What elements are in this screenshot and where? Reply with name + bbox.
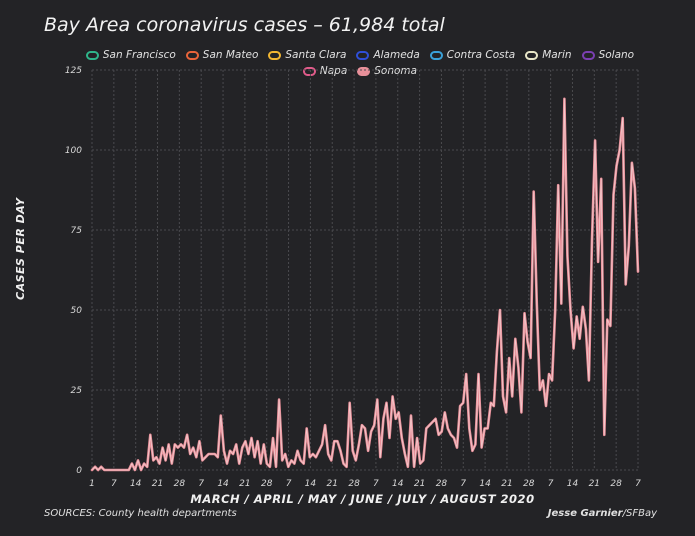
legend-swatch bbox=[357, 66, 371, 76]
legend-item-alameda[interactable]: Alameda bbox=[356, 48, 420, 62]
legend-item-solano[interactable]: Solano bbox=[581, 48, 635, 62]
chart-series bbox=[90, 97, 640, 472]
x-tick-label: 1 bbox=[89, 479, 95, 489]
legend-label: Alameda bbox=[373, 49, 420, 61]
legend-label: Sonoma bbox=[374, 65, 418, 77]
x-tick-label: 14 bbox=[567, 479, 579, 489]
y-tick-label: 125 bbox=[65, 66, 82, 76]
x-tick-label: 14 bbox=[392, 479, 404, 489]
chart-grid bbox=[91, 69, 639, 471]
x-tick-label: 28 bbox=[610, 479, 622, 489]
x-tick-label: 7 bbox=[373, 479, 379, 489]
legend-label: Marin bbox=[542, 49, 572, 61]
legend-swatch bbox=[429, 50, 443, 60]
y-axis-ticks: 0 25 50 75 100 125 bbox=[65, 66, 82, 476]
x-tick-label: 21 bbox=[152, 479, 163, 489]
x-tick-label: 14 bbox=[130, 479, 142, 489]
chart-legend: San Francisco San Mateo Santa Clara Alameda… bbox=[60, 48, 660, 78]
x-tick-label: 21 bbox=[414, 479, 425, 489]
legend-item-san-mateo[interactable]: San Mateo bbox=[185, 48, 259, 62]
legend-label: San Mateo bbox=[202, 49, 259, 61]
y-tick-label: 75 bbox=[71, 226, 83, 236]
credit-author: Jesse Garnier bbox=[547, 508, 623, 519]
y-tick-label: 25 bbox=[71, 386, 83, 396]
x-tick-label: 7 bbox=[286, 479, 292, 489]
source-note: SOURCES: County health departments bbox=[44, 508, 237, 519]
legend-item-marin[interactable]: Marin bbox=[525, 48, 572, 62]
legend-swatch bbox=[85, 50, 99, 60]
legend-label: Solano bbox=[598, 49, 635, 61]
y-tick-label: 50 bbox=[71, 306, 83, 316]
legend-swatch bbox=[356, 50, 370, 60]
legend-label: Contra Costa bbox=[446, 49, 516, 61]
legend-item-san-francisco[interactable]: San Francisco bbox=[85, 48, 176, 62]
series-line-highlight bbox=[91, 98, 639, 471]
x-tick-label: 21 bbox=[589, 479, 600, 489]
x-tick-label: 21 bbox=[239, 479, 250, 489]
legend-swatch bbox=[525, 50, 539, 60]
x-tick-label: 14 bbox=[305, 479, 317, 489]
legend-label: Napa bbox=[319, 65, 348, 77]
x-tick-label: 14 bbox=[479, 479, 491, 489]
legend-label: San Francisco bbox=[102, 49, 176, 61]
x-tick-label: 28 bbox=[523, 479, 535, 489]
credit-note: Jesse Garnier/SFBay bbox=[548, 508, 657, 519]
legend-swatch bbox=[581, 50, 595, 60]
x-tick-label: 21 bbox=[327, 479, 338, 489]
x-tick-label: 7 bbox=[111, 479, 117, 489]
chart-title: Bay Area coronavirus cases – 61,984 tota… bbox=[44, 14, 445, 36]
x-tick-label: 28 bbox=[348, 479, 360, 489]
x-tick-label: 7 bbox=[635, 479, 641, 489]
x-tick-label: 7 bbox=[460, 479, 466, 489]
x-tick-label: 28 bbox=[174, 479, 186, 489]
y-tick-label: 0 bbox=[76, 466, 82, 476]
x-axis-label: MARCH / APRIL / MAY / JUNE / JULY / AUGU… bbox=[190, 492, 535, 506]
x-tick-label: 21 bbox=[501, 479, 512, 489]
legend-swatch bbox=[302, 66, 316, 76]
credit-outlet: /SFBay bbox=[622, 508, 657, 519]
x-axis-ticks: 1 7 14 21 28 7 14 21 28 7 14 21 28 7 14 21 28 7 14 21 28 7 14 2… bbox=[89, 479, 641, 489]
y-tick-label: 100 bbox=[65, 146, 82, 156]
x-tick-label: 28 bbox=[436, 479, 448, 489]
legend-item-napa[interactable]: Napa bbox=[302, 64, 348, 78]
legend-item-sonoma[interactable]: Sonoma bbox=[357, 64, 417, 78]
legend-label: Santa Clara bbox=[285, 49, 347, 61]
legend-item-santa-clara[interactable]: Santa Clara bbox=[268, 48, 346, 62]
legend-swatch bbox=[185, 50, 199, 60]
x-tick-label: 14 bbox=[217, 479, 229, 489]
x-tick-label: 7 bbox=[198, 479, 204, 489]
legend-swatch bbox=[268, 50, 282, 60]
x-tick-label: 7 bbox=[548, 479, 554, 489]
x-tick-label: 28 bbox=[261, 479, 273, 489]
legend-item-contra-costa[interactable]: Contra Costa bbox=[429, 48, 516, 62]
